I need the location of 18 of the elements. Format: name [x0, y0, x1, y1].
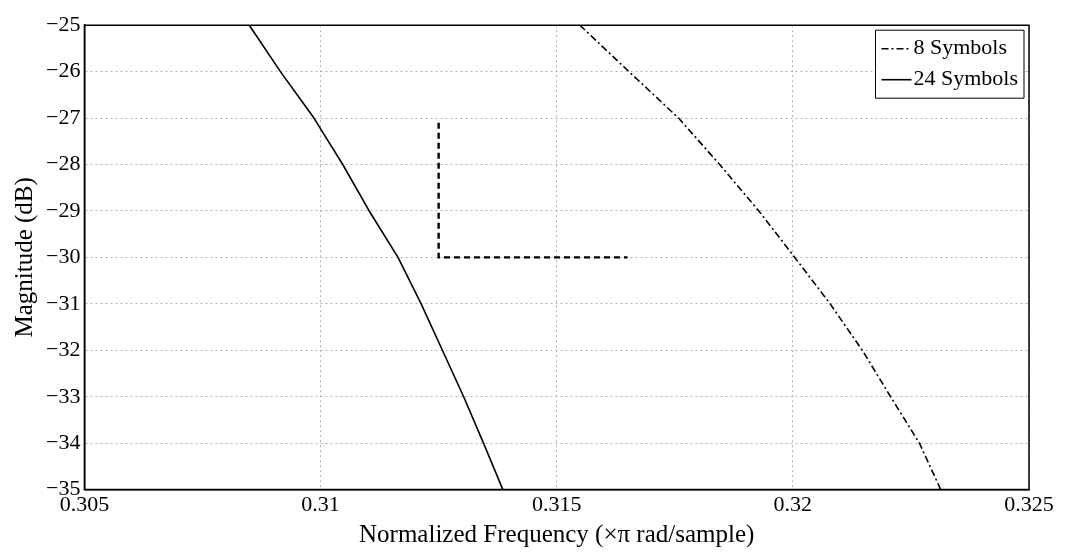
- y-tick-label: −31: [45, 289, 81, 315]
- x-tick-label: 0.32: [773, 490, 813, 516]
- y-tick-label: −25: [45, 10, 81, 36]
- y-tick-label: −30: [45, 243, 81, 269]
- x-tick-label: 0.315: [531, 490, 582, 516]
- y-tick-label: −27: [45, 103, 81, 129]
- y-tick-label: −32: [45, 336, 81, 362]
- y-tick-label: −33: [45, 382, 81, 408]
- legend-label: 8 Symbols: [913, 34, 1008, 60]
- y-axis-title: Magnitude (dB): [9, 177, 38, 338]
- y-tick-label: −34: [45, 428, 81, 454]
- x-axis-title: Normalized Frequency (×π rad/sample): [359, 519, 755, 548]
- y-tick-label: −29: [45, 196, 81, 222]
- y-tick-label: −28: [45, 150, 81, 176]
- x-tick-label: 0.31: [301, 490, 340, 516]
- y-tick-label: −26: [45, 57, 81, 83]
- legend-label: 24 Symbols: [913, 65, 1019, 91]
- x-tick-label: 0.325: [1004, 490, 1054, 516]
